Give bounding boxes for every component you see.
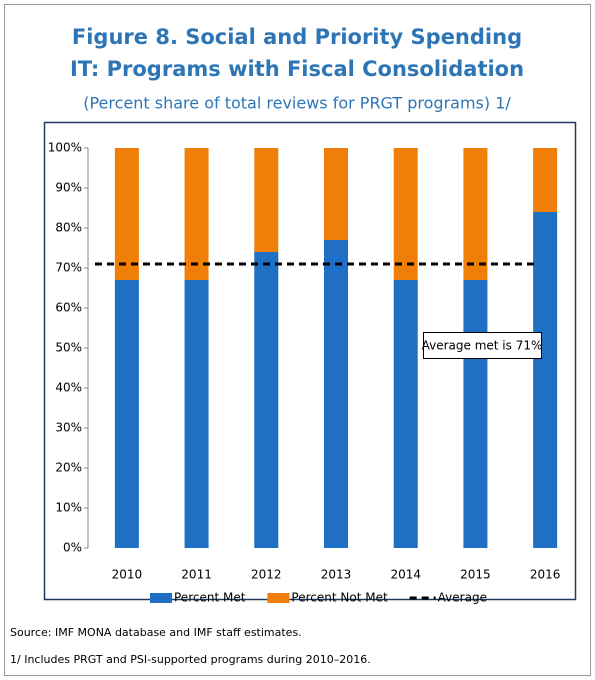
legend-swatch: [150, 593, 172, 603]
legend-label: Average: [438, 591, 487, 605]
x-tick-label: 2013: [321, 568, 352, 582]
y-tick-label: 40%: [55, 381, 82, 395]
annotation-box: [423, 332, 542, 359]
x-tick-label: 2010: [112, 568, 143, 582]
chart-frame: [43, 121, 577, 601]
x-tick-label: 2011: [181, 568, 212, 582]
source: Source: IMF MONA database and IMF staff …: [10, 626, 302, 639]
bar-segment: [114, 148, 139, 280]
x-tick-label: 2012: [251, 568, 282, 582]
chart-title-line2: IT: Programs with Fiscal Consolidation: [70, 57, 524, 81]
x-tick-label: 2016: [530, 568, 561, 582]
y-tick-label: 80%: [55, 221, 82, 235]
chart-subtitle: (Percent share of total reviews for PRGT…: [83, 94, 511, 113]
y-tick-label: 70%: [55, 261, 82, 275]
legend-swatch: [267, 593, 290, 603]
x-tick-label: 2014: [390, 568, 421, 582]
bar-segment: [393, 280, 418, 548]
y-tick-label: 100%: [48, 141, 82, 155]
note: 1/ Includes PRGT and PSI-supported progr…: [10, 653, 371, 666]
bar-segment: [324, 148, 348, 240]
bar-segment: [324, 240, 348, 548]
bar-segment: [463, 280, 488, 548]
bar-segment: [184, 280, 209, 548]
bar-segment: [533, 212, 558, 548]
bar-segment: [114, 280, 139, 548]
bar-segment: [254, 252, 279, 548]
y-tick-label: 30%: [55, 421, 82, 435]
y-tick-label: 0%: [63, 541, 82, 555]
x-tick-label: 2015: [460, 568, 491, 582]
y-tick-label: 50%: [55, 341, 82, 355]
chart-title: Figure 8. Social and Priority Spending: [72, 25, 522, 49]
outer-frame: [4, 4, 591, 676]
y-tick-label: 10%: [55, 501, 82, 515]
bar-segment: [254, 148, 279, 252]
bar-segment: [184, 148, 209, 280]
annotation: Average met is 71%: [422, 339, 543, 353]
bar-segment: [533, 148, 558, 212]
bar-segment: [463, 148, 488, 280]
y-tick-label: 20%: [55, 461, 82, 475]
y-tick-label: 90%: [55, 181, 82, 195]
legend-label: Percent Not Met: [291, 591, 388, 605]
legend-label: Percent Met: [174, 591, 246, 605]
bar-segment: [393, 148, 418, 280]
y-tick-label: 60%: [55, 301, 82, 315]
